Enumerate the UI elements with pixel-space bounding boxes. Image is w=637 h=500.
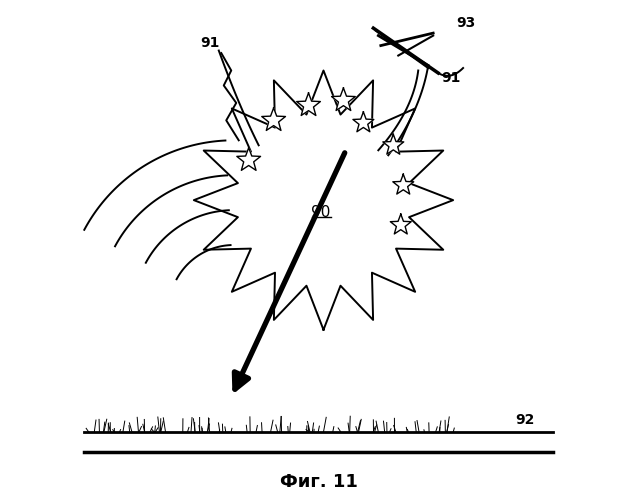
Polygon shape — [262, 108, 285, 130]
Polygon shape — [393, 174, 413, 194]
Text: 93: 93 — [456, 16, 475, 30]
Polygon shape — [297, 93, 320, 116]
Polygon shape — [353, 112, 374, 132]
Polygon shape — [390, 214, 412, 234]
Text: Фиг. 11: Фиг. 11 — [280, 473, 357, 491]
Text: 91: 91 — [200, 36, 220, 50]
Polygon shape — [237, 148, 261, 171]
Text: 91: 91 — [441, 71, 461, 85]
Polygon shape — [332, 88, 355, 110]
Text: 92: 92 — [516, 412, 535, 426]
Polygon shape — [383, 134, 404, 154]
Text: 90: 90 — [311, 205, 331, 220]
